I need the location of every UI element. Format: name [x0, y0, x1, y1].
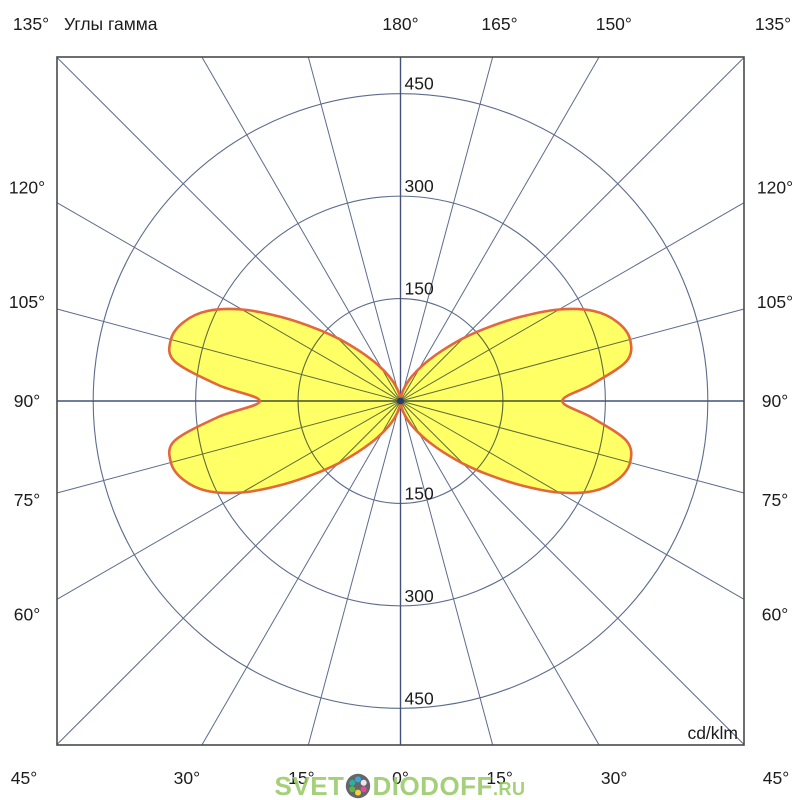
gamma-label-corner-bottom-right: 45°	[763, 768, 789, 788]
chart-frame	[56, 56, 745, 746]
gamma-label-corner-top-left: 135°	[13, 14, 49, 34]
chart-title: Углы гамма	[64, 14, 158, 34]
radial-grid-line	[400, 56, 600, 402]
gamma-label-right: 60°	[762, 604, 788, 624]
gamma-label-bottom: 0°	[392, 768, 409, 788]
radial-tick-label-upper: 450	[405, 74, 434, 94]
radial-grid-line	[307, 400, 401, 746]
gamma-label-right: 120°	[757, 178, 793, 198]
radial-tick-label-upper: 300	[405, 176, 434, 196]
gamma-label-right: 90°	[762, 391, 788, 411]
gamma-label-left: 105°	[9, 292, 45, 312]
gamma-label-bottom: 15°	[486, 768, 512, 788]
radial-grid-line	[400, 400, 494, 746]
gamma-label-left: 75°	[14, 490, 40, 510]
gamma-label-right: 105°	[757, 292, 793, 312]
radial-grid-line	[307, 56, 401, 402]
gamma-label-bottom: 30°	[601, 768, 627, 788]
gamma-label-top: 150°	[596, 14, 632, 34]
gamma-label-left: 120°	[9, 178, 45, 198]
gamma-label-left: 60°	[14, 604, 40, 624]
gamma-label-left: 90°	[14, 391, 40, 411]
polar-center-dot	[397, 397, 404, 405]
gamma-label-top: 165°	[481, 14, 517, 34]
gamma-label-right: 75°	[762, 490, 788, 510]
gamma-label-corner-bottom-left: 45°	[11, 768, 37, 788]
radial-tick-label-upper: 150	[405, 279, 434, 299]
radial-grid-line	[201, 400, 401, 746]
radial-tick-label-lower: 150	[405, 483, 434, 503]
radial-grid-line	[201, 56, 401, 402]
gamma-label-top: 180°	[382, 14, 418, 34]
units-label: cd/klm	[687, 723, 738, 743]
gamma-label-bottom: 30°	[174, 768, 200, 788]
intensity-curve-outline	[167, 307, 633, 495]
radial-grid-line	[400, 56, 494, 402]
radial-tick-label-lower: 300	[405, 586, 434, 606]
radial-grid-line	[400, 400, 600, 746]
radial-tick-label-lower: 450	[405, 688, 434, 708]
gamma-label-corner-top-right: 135°	[755, 14, 791, 34]
gamma-label-bottom: 15°	[288, 768, 314, 788]
